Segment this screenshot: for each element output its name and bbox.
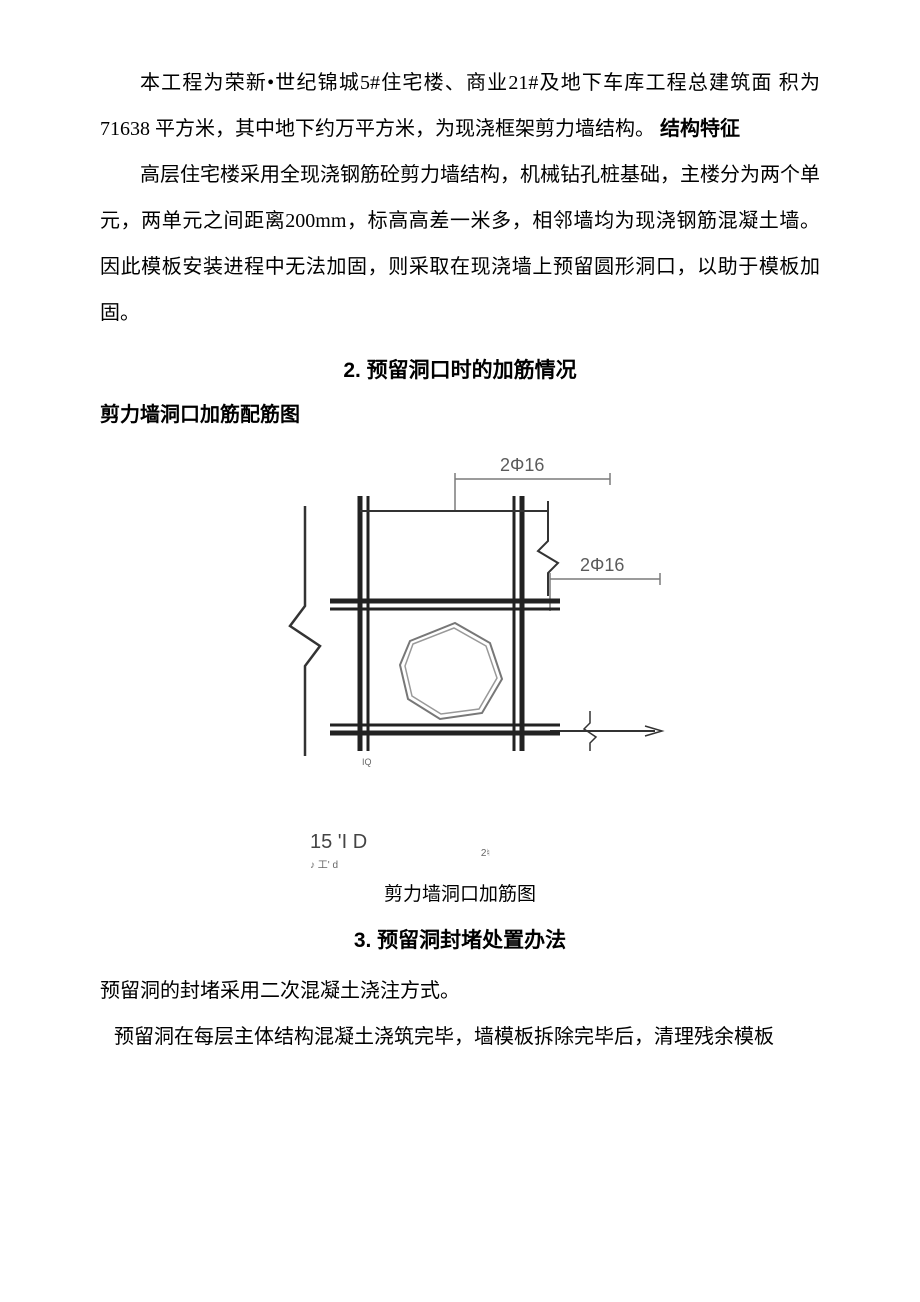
paragraph-2: 高层住宅楼采用全现浇钢筋砼剪力墙结构，机械钻孔桩基础，主楼分为两个单元，两单元之… [100,152,820,336]
figure-label-iq: IQ [362,757,372,767]
figure-caption: 剪力墙洞口加筋图 [100,879,820,906]
figure-label-top: 2Φ16 [500,455,544,475]
figure-container: 2Φ16 2Φ16 [100,441,820,906]
heading-3: 3. 预留洞封堵处置办法 [100,924,820,954]
rebar-diagram: 2Φ16 2Φ16 [250,451,670,771]
figure-sublabel-big: 15 'I D [310,831,820,854]
document-page: 本工程为荣新•世纪锦城5#住宅楼、商业21#及地下车库工程总建筑面 积为7163… [0,0,920,1120]
figure-label-right: 2Φ16 [580,555,624,575]
subheading-2: 剪力墙洞口加筋配筋图 [100,398,820,427]
paragraph-3: 预留洞的封堵采用二次混凝土浇注方式。 [100,968,820,1014]
heading-2: 2. 预留洞口时的加筋情况 [100,354,820,384]
figure-sublabel-small-right: 2♮ [481,848,490,859]
figure-sublabel-small-left: ♪ 工' d [310,860,338,871]
figure-sublabel: 15 'I D ♪ 工' d 2♮ [310,831,820,871]
paragraph-1-bold: 结构特征 [660,118,740,140]
paragraph-4: 预留洞在每层主体结构混凝土浇筑完毕，墙模板拆除完毕后，清理残余模板 [100,1014,820,1060]
paragraph-1: 本工程为荣新•世纪锦城5#住宅楼、商业21#及地下车库工程总建筑面 积为7163… [100,60,820,152]
